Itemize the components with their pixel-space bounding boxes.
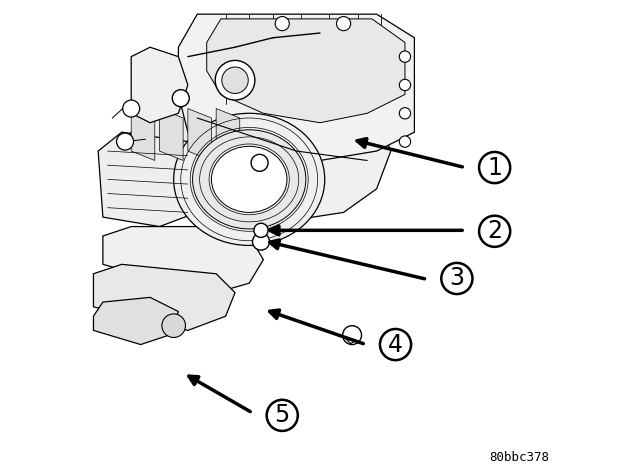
Polygon shape (103, 227, 264, 293)
Polygon shape (93, 264, 235, 330)
Circle shape (253, 233, 269, 250)
Polygon shape (93, 297, 179, 345)
Text: 2: 2 (487, 219, 502, 243)
Polygon shape (207, 19, 405, 123)
Text: 1: 1 (487, 156, 502, 179)
Circle shape (399, 136, 411, 147)
Text: 5: 5 (275, 404, 290, 427)
Ellipse shape (211, 146, 287, 212)
Polygon shape (159, 109, 183, 160)
Polygon shape (98, 132, 207, 227)
Ellipse shape (173, 113, 324, 245)
Circle shape (442, 263, 472, 294)
Circle shape (116, 133, 134, 150)
Circle shape (267, 400, 298, 431)
Polygon shape (131, 47, 188, 123)
Circle shape (342, 326, 362, 345)
Polygon shape (179, 14, 415, 160)
Text: 4: 4 (388, 333, 403, 356)
Ellipse shape (193, 130, 306, 229)
Circle shape (380, 329, 411, 360)
Circle shape (123, 100, 140, 117)
Circle shape (222, 67, 248, 93)
Polygon shape (188, 109, 211, 160)
Polygon shape (108, 85, 391, 222)
Circle shape (254, 223, 268, 237)
Text: 3: 3 (449, 267, 465, 290)
Text: 80bbc378: 80bbc378 (489, 450, 549, 464)
Polygon shape (216, 109, 240, 160)
Circle shape (479, 152, 510, 183)
Circle shape (399, 108, 411, 119)
Circle shape (162, 314, 186, 337)
Circle shape (251, 154, 268, 171)
Circle shape (172, 90, 189, 107)
Circle shape (337, 17, 351, 31)
Polygon shape (131, 109, 155, 160)
Circle shape (275, 17, 289, 31)
Circle shape (479, 216, 510, 247)
Circle shape (215, 60, 255, 100)
Circle shape (399, 51, 411, 62)
Circle shape (399, 79, 411, 91)
